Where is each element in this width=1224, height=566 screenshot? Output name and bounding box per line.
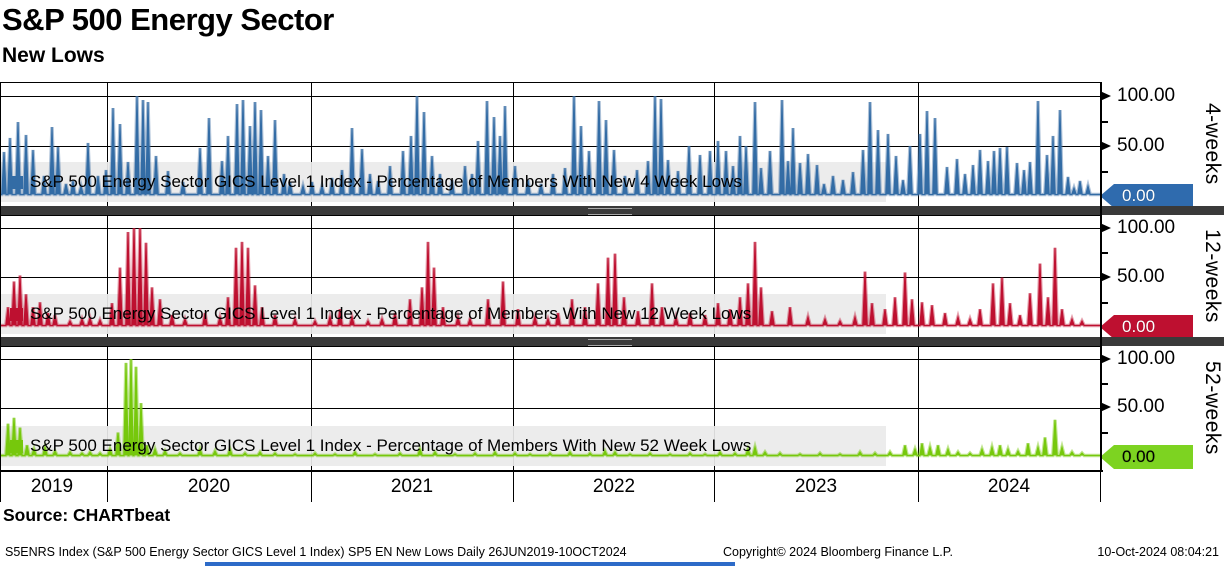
vertical-gridline [311, 82, 312, 206]
vertical-gridline [918, 215, 919, 337]
panel-divider[interactable] [0, 206, 1224, 215]
ytick-arrow-icon [1100, 91, 1111, 101]
copyright-notice: Copyright© 2024 Bloomberg Finance L.P. [723, 545, 953, 559]
ytick-arrow-icon [1100, 354, 1111, 364]
ytick-minor [1100, 383, 1108, 385]
series-12-week-lows [0, 227, 1100, 328]
gridline-50 [0, 277, 1100, 278]
x-axis-tick [513, 470, 514, 502]
panel-top-border [0, 82, 1102, 83]
x-axis-tick [1100, 470, 1101, 502]
x-axis-tick [311, 470, 312, 502]
x-tick-2024: 2024 [987, 476, 1031, 497]
last-value-badge: 0.00 [1100, 315, 1193, 339]
ytick-100: 100.00 [1117, 217, 1176, 238]
ticker-description: S5ENRS Index (S&P 500 Energy Sector GICS… [5, 545, 627, 559]
ytick-100: 100.00 [1117, 85, 1176, 106]
panel-axis-title: 4-weeks [1201, 103, 1224, 185]
vertical-gridline [918, 346, 919, 470]
x-tick-2020: 2020 [187, 476, 231, 497]
vertical-gridlines [0, 82, 1100, 206]
vertical-gridline [107, 346, 108, 470]
vertical-gridline [311, 215, 312, 337]
x-axis-tick [918, 470, 919, 502]
ytick-minor [1100, 121, 1108, 123]
legend-swatch-icon [10, 175, 23, 189]
vertical-gridline [714, 82, 715, 206]
vertical-gridlines [0, 215, 1100, 337]
last-value-badge: 0.00 [1100, 445, 1193, 469]
x-tick-2019: 2019 [30, 476, 74, 497]
ytick-100: 100.00 [1117, 348, 1176, 369]
vertical-gridline [107, 215, 108, 337]
legend: S&P 500 Energy Sector GICS Level 1 Index… [0, 426, 751, 466]
ytick-50: 50.00 [1117, 135, 1165, 156]
panel-axis-title: 52-weeks [1201, 361, 1224, 455]
ytick-arrow-icon [1100, 141, 1111, 151]
gridline-100 [0, 96, 1100, 97]
series-4-week-lows [0, 95, 1100, 197]
legend-swatch-icon [10, 439, 23, 453]
ytick-50: 50.00 [1117, 266, 1165, 287]
panel-divider[interactable] [0, 337, 1224, 346]
gridline-50 [0, 408, 1100, 409]
page-subtitle: New Lows [2, 44, 105, 67]
ytick-minor [1100, 432, 1108, 434]
legend-swatch-icon [10, 307, 23, 321]
vertical-gridline [918, 82, 919, 206]
vertical-gridline [311, 346, 312, 470]
ytick-arrow-icon [1100, 272, 1111, 282]
panel-12-weeks[interactable]: S&P 500 Energy Sector GICS Level 1 Index… [0, 215, 1224, 339]
panel-top-border [0, 346, 1102, 347]
panel-52-weeks[interactable]: S&P 500 Energy Sector GICS Level 1 Index… [0, 346, 1224, 470]
panel-4-weeks[interactable]: S&P 500 Energy Sector GICS Level 1 Index… [0, 82, 1224, 208]
right-axis-line [1100, 82, 1102, 470]
legend-label: S&P 500 Energy Sector GICS Level 1 Index… [30, 436, 752, 455]
legend-label: S&P 500 Energy Sector GICS Level 1 Index… [30, 172, 742, 191]
left-axis-line [0, 82, 1, 470]
legend: S&P 500 Energy Sector GICS Level 1 Index… [0, 294, 751, 334]
ytick-arrow-icon [1100, 402, 1111, 412]
panel-top-border [0, 215, 1102, 216]
vertical-gridline [513, 215, 514, 337]
x-axis-tick [0, 470, 1, 502]
ytick-minor [1100, 171, 1108, 173]
gridline-100 [0, 228, 1100, 229]
ytick-minor [1100, 252, 1108, 254]
x-axis-tick [107, 470, 108, 502]
panel-axis-title: 12-weeks [1201, 229, 1224, 323]
bottom-axis-line [0, 470, 1103, 472]
vertical-gridline [714, 215, 715, 337]
vertical-gridline [513, 346, 514, 470]
gridline-50 [0, 146, 1100, 147]
vertical-gridline [107, 82, 108, 206]
x-tick-2023: 2023 [794, 476, 838, 497]
last-value-badge: 0.00 [1100, 184, 1193, 208]
vertical-gridline [513, 82, 514, 206]
x-tick-2022: 2022 [592, 476, 636, 497]
vertical-gridlines [0, 346, 1100, 470]
series-52-week-lows [0, 358, 1100, 458]
legend-label: S&P 500 Energy Sector GICS Level 1 Index… [30, 304, 752, 323]
source-credit: Source: CHARTbeat [3, 505, 171, 525]
legend: S&P 500 Energy Sector GICS Level 1 Index… [0, 162, 742, 202]
window-edge-accent-bar [205, 562, 735, 566]
vertical-gridline [714, 346, 715, 470]
x-axis-tick-lines [0, 470, 1102, 503]
ytick-arrow-icon [1100, 223, 1111, 233]
ytick-50: 50.00 [1117, 396, 1165, 417]
drag-handle-icon[interactable] [588, 208, 632, 215]
page-title: S&P 500 Energy Sector [2, 2, 334, 37]
x-axis-tick [714, 470, 715, 502]
timestamp: 10-Oct-2024 08:04:21 [1097, 545, 1219, 559]
gridline-100 [0, 359, 1100, 360]
drag-handle-icon[interactable] [588, 339, 632, 346]
ytick-minor [1100, 302, 1108, 304]
x-tick-2021: 2021 [390, 476, 434, 497]
